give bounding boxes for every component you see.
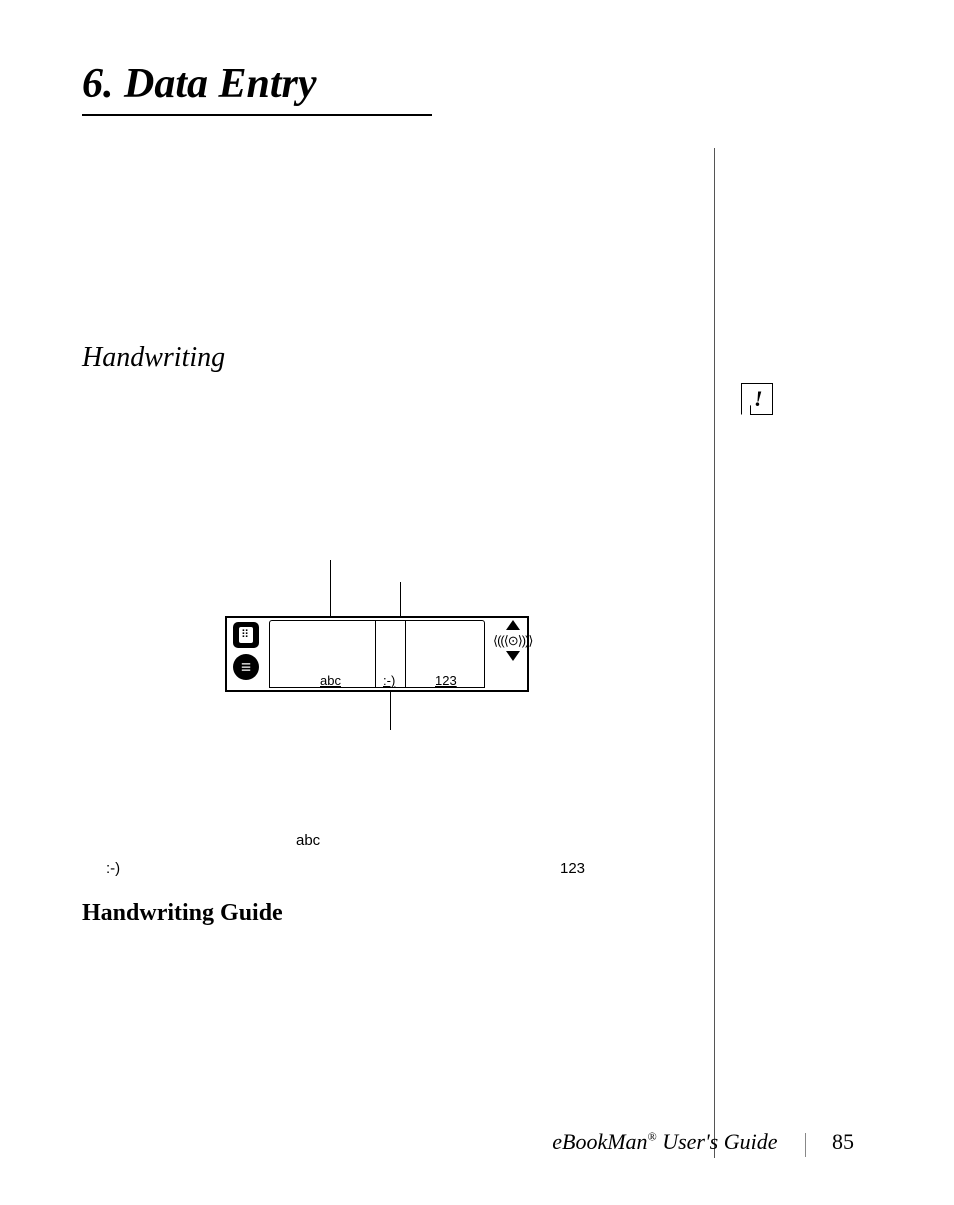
scroll-wheel-icon: ⟨((⟨⊙⟩))⟩ <box>493 634 533 647</box>
punctuation-callout-label: :-) <box>106 860 120 877</box>
chapter-title: 6. Data Entry <box>82 60 432 116</box>
footer-title-part1: eBookMan <box>552 1129 647 1154</box>
page-number: 85 <box>832 1129 854 1154</box>
margin-divider <box>714 148 715 1158</box>
footer-divider <box>805 1133 806 1157</box>
arrow-down-icon <box>506 651 520 661</box>
left-icon-column <box>233 622 259 680</box>
area-divider <box>375 620 376 688</box>
arrow-up-icon <box>506 620 520 630</box>
exclamation-icon: ! <box>754 386 763 412</box>
note-icon: ! <box>741 383 773 415</box>
callout-line <box>330 560 331 618</box>
area-divider <box>405 620 406 688</box>
abc-area-label: abc <box>320 673 341 688</box>
registered-mark: ® <box>648 1129 657 1143</box>
abc-callout-label: abc <box>296 832 320 849</box>
punctuation-area-label: :-) <box>383 673 395 688</box>
section-title: Handwriting <box>82 342 225 374</box>
callout-line <box>400 582 401 618</box>
subsection-title: Handwriting Guide <box>82 900 283 927</box>
menu-icon <box>233 654 259 680</box>
handwriting-area-diagram: abc :-) 123 ⟨((⟨⊙⟩))⟩ <box>225 560 545 770</box>
callout-line <box>390 690 391 730</box>
page-footer: eBookMan® User's Guide 85 <box>0 1129 954 1157</box>
number-area-label: 123 <box>435 673 457 688</box>
footer-title-part2: User's Guide <box>657 1129 778 1154</box>
number-callout-label: 123 <box>560 860 585 877</box>
calculator-icon <box>233 622 259 648</box>
right-icon-column: ⟨((⟨⊙⟩))⟩ <box>493 620 533 661</box>
footer-book-title: eBookMan® User's Guide <box>552 1129 783 1154</box>
